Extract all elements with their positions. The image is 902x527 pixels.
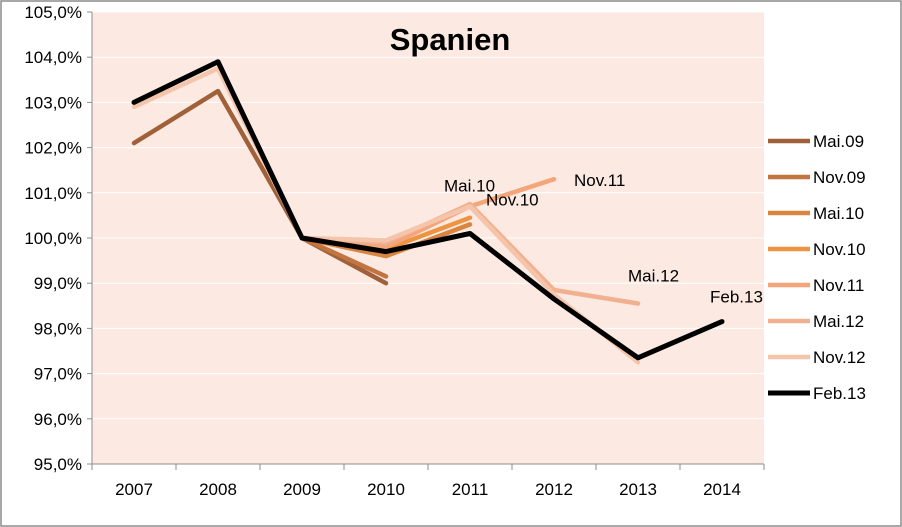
x-tick-label: 2013 [619,480,657,499]
x-tick-label: 2014 [703,480,741,499]
legend-label: Nov.10 [813,240,866,259]
legend-label: Mai.09 [813,132,864,151]
gridlines [92,11,764,420]
x-tick-label: 2010 [367,480,405,499]
legend: Mai.09 Nov.09 Mai.10 Nov.10 Nov.11 Mai.12 Nov.… [768,132,866,403]
annotation-nov-11: Nov.11 [574,171,625,190]
y-tick-label: 97,0% [34,365,82,384]
y-tick-label: 102,0% [24,139,82,158]
legend-label: Feb.13 [813,384,866,403]
x-tick-label: 2009 [283,480,321,499]
y-axis-ticks: 95,0% 96,0% 97,0% 98,0% 99,0% 100,0% 101,0% 102… [24,3,92,474]
chart-title: Spanien [390,22,511,57]
annotation-feb-13: Feb.13 [710,288,763,307]
series-line-mai-09 [131,88,389,286]
y-tick-label: 96,0% [34,410,82,429]
series-line-nov-12 [131,66,641,365]
y-tick-label: 103,0% [24,93,82,112]
legend-label: Nov.12 [813,348,866,367]
x-axis-ticks: 2007 2008 2009 2010 2011 2012 2013 2014 [91,464,765,499]
x-tick-label: 2008 [199,480,237,499]
y-tick-label: 104,0% [24,48,82,67]
y-tick-label: 100,0% [24,229,82,248]
series-lines [131,59,725,365]
x-tick-label: 2011 [452,480,489,499]
legend-label: Nov.11 [813,276,864,295]
legend-label: Mai.10 [813,204,864,223]
series-line-feb-13 [131,59,725,361]
annotation-mai-12: Mai.12 [628,267,679,286]
series-line-nov-09 [299,235,389,279]
y-tick-label: 98,0% [34,319,82,338]
y-tick-label: 99,0% [34,274,82,293]
legend-label: Mai.12 [813,312,864,331]
y-tick-label: 95,0% [34,455,82,474]
x-tick-label: 2012 [535,480,573,499]
annotation-nov-10: Nov.10 [486,191,539,210]
annotation-mai-10: Mai.10 [444,176,495,195]
y-tick-label: 101,0% [24,184,82,203]
x-tick-label: 2007 [115,480,153,499]
y-tick-label: 105,0% [24,3,82,22]
legend-label: Nov.09 [813,168,866,187]
